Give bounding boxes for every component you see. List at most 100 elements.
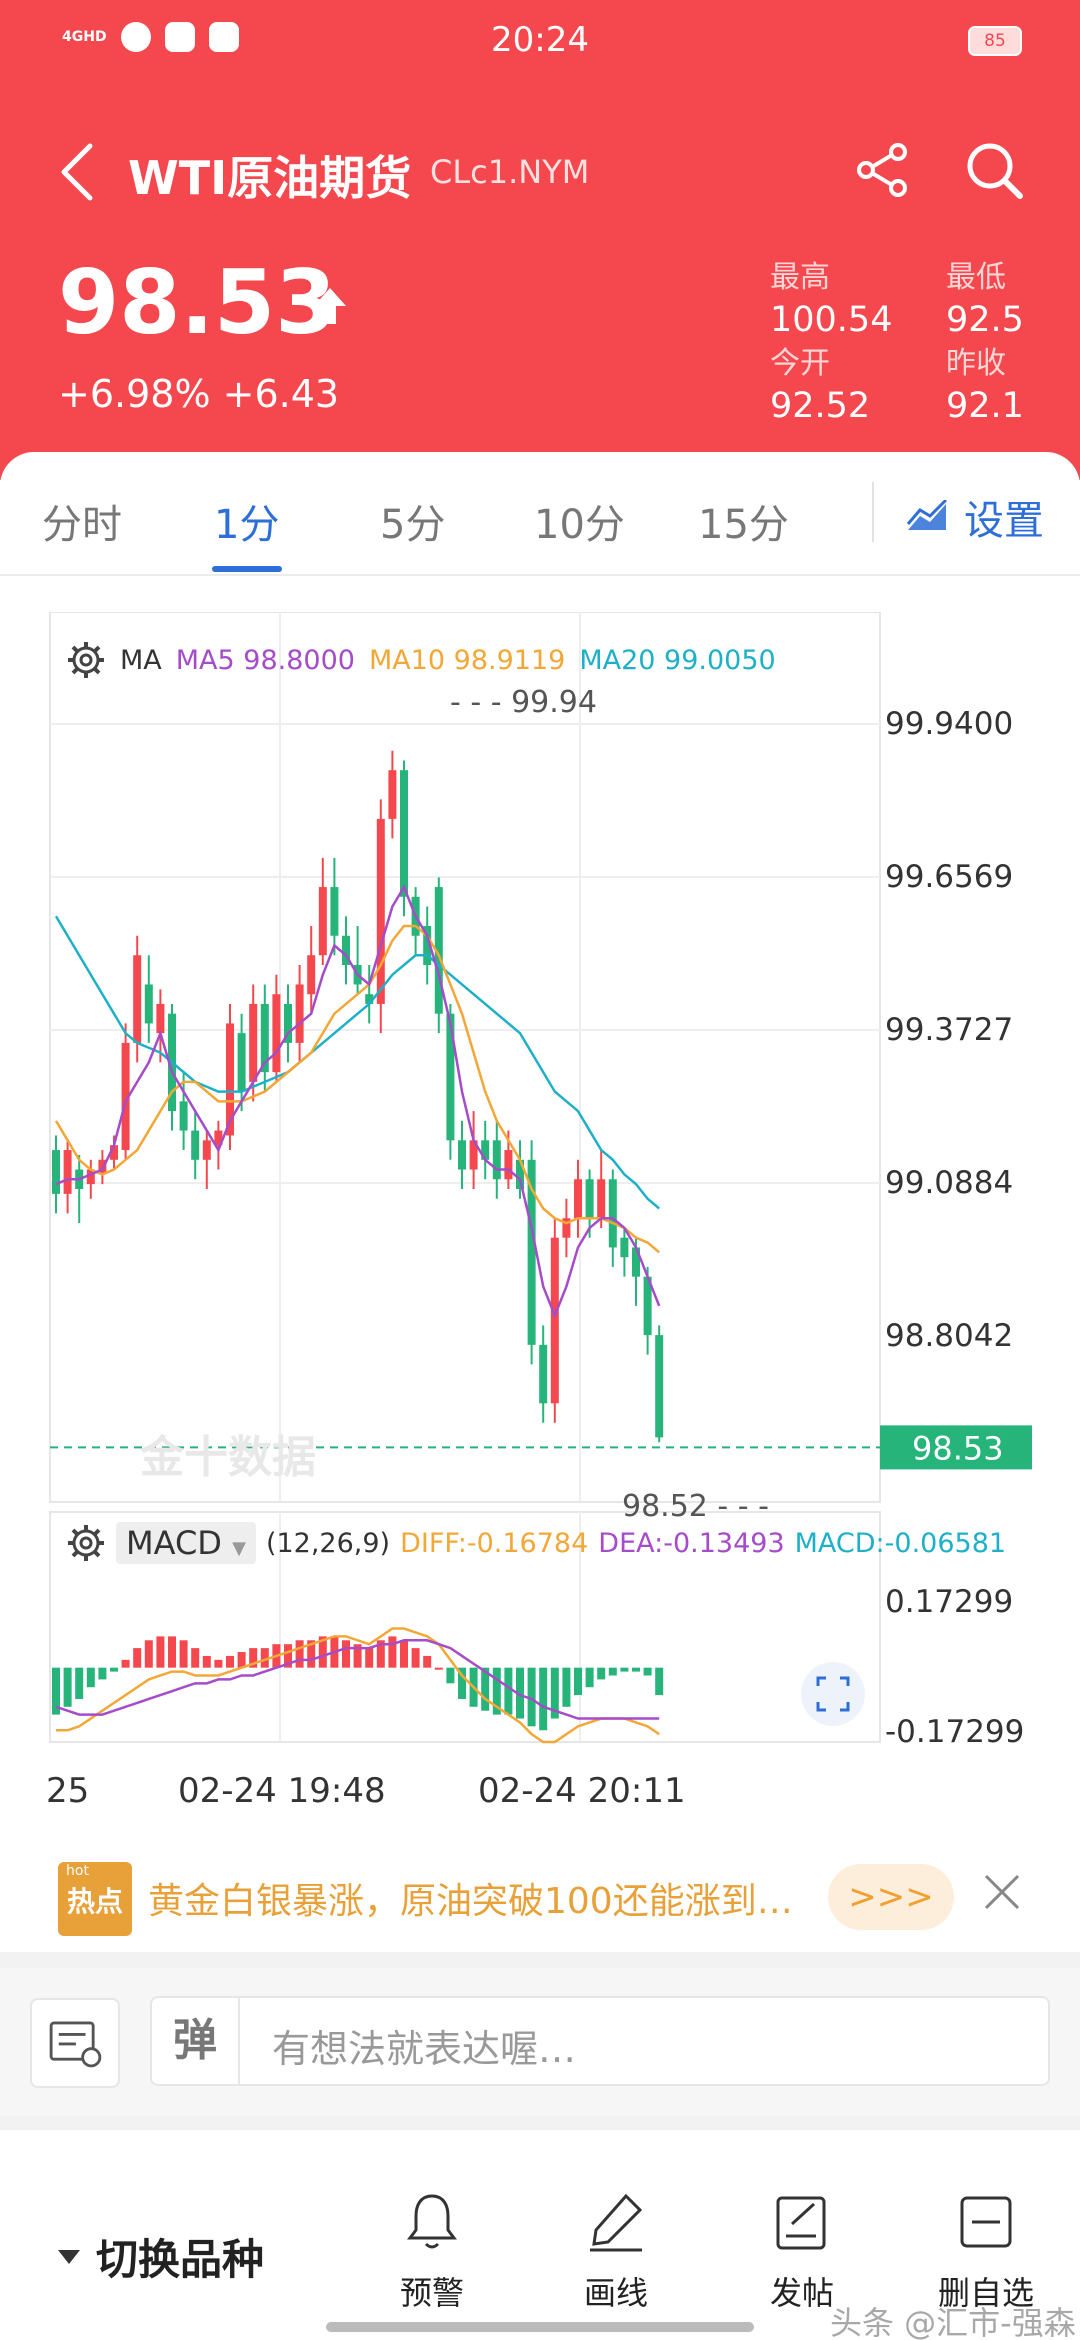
macd-bar	[318, 1636, 327, 1668]
macd-bar	[608, 1667, 617, 1676]
stat-open: 今开 92.52	[770, 344, 920, 428]
close-icon[interactable]	[982, 1872, 1022, 1912]
macd-bar	[179, 1640, 188, 1668]
candle-body	[342, 935, 350, 965]
macd-bar	[214, 1659, 223, 1668]
y-tick-label: 99.6569	[885, 859, 1013, 895]
candle-body	[585, 1179, 594, 1219]
candle-body	[214, 1130, 223, 1146]
macd-bar	[620, 1667, 629, 1672]
tab-15min[interactable]: 15分	[698, 502, 789, 548]
ma10-value: MA10 98.9119	[368, 644, 566, 676]
ma20-line	[54, 915, 661, 1210]
x-tick-label: 02-24 20:11	[478, 1771, 686, 1811]
macd-bar	[585, 1667, 594, 1688]
chart-settings-icon	[906, 500, 948, 530]
tab-1min[interactable]: 1分	[214, 502, 280, 548]
comment-list-icon	[49, 2021, 102, 2068]
macd-bar	[365, 1648, 374, 1668]
hot-badge-tag: hot	[66, 1863, 89, 1879]
candle-body	[156, 1003, 165, 1034]
candle-body	[307, 955, 316, 995]
candle-body	[318, 887, 327, 956]
candle-body	[144, 984, 153, 1024]
candle-body	[504, 1150, 513, 1180]
gear-icon[interactable]	[66, 640, 106, 680]
macd-bar	[458, 1667, 466, 1699]
high-price-label: - - - 99.94	[450, 685, 597, 720]
candle-body	[388, 770, 397, 819]
minus-box-icon	[960, 2196, 1012, 2248]
comment-input[interactable]: 弹 有想法就表达喔…	[150, 1996, 1050, 2086]
home-indicator[interactable]	[326, 2322, 754, 2332]
macd-panel-frame	[49, 1511, 881, 1743]
candle-body	[400, 770, 408, 897]
gear-icon[interactable]	[66, 1523, 106, 1563]
candle-body	[376, 818, 385, 1004]
network-indicator: 4GHD	[62, 29, 107, 45]
stat-label: 今开	[770, 346, 830, 381]
kline-chart[interactable]: 99.9400 99.6569 99.3727 99.0884 98.8042 - - -…	[0, 570, 1080, 1942]
tab-10min[interactable]: 10分	[534, 502, 625, 548]
macd-diff: DIFF:-0.16784	[400, 1527, 589, 1559]
battery-icon: 85	[968, 26, 1022, 56]
macd-bar	[353, 1644, 362, 1668]
macd-bar	[388, 1636, 397, 1668]
fullscreen-icon-bg	[801, 1662, 865, 1726]
stat-value: 92.52	[770, 386, 871, 426]
back-arrow-icon[interactable]	[56, 140, 100, 204]
candle-body	[330, 887, 339, 936]
macd-panel	[52, 1627, 664, 1744]
macd-bar	[423, 1655, 432, 1668]
candle-body	[597, 1179, 606, 1219]
moving-average-lines	[54, 884, 661, 1320]
candle-body	[481, 1140, 490, 1160]
tab-timeshare[interactable]: 分时	[42, 502, 122, 548]
candle-body	[574, 1179, 582, 1219]
last-price: 98.53	[58, 251, 337, 354]
share-icon[interactable]	[852, 140, 912, 200]
period-tabs: 分时 1分 5分 10分 15分 设置	[0, 452, 1080, 576]
y-tick-label: 99.3727	[885, 1012, 1013, 1048]
switch-instrument-button[interactable]: 切换品种	[58, 2226, 264, 2287]
indicator-selector[interactable]: MACD ▼	[116, 1522, 256, 1564]
stat-high: 最高 100.54	[770, 258, 920, 342]
chevron-down-icon: ▼	[232, 1538, 246, 1559]
candle-body	[446, 1013, 455, 1141]
draw-line-label: 画线	[583, 2274, 648, 2312]
kline-chart-area[interactable]: 99.9400 99.6569 99.3727 99.0884 98.8042 - - -…	[0, 570, 1080, 1942]
macd-bar	[75, 1667, 84, 1699]
fullscreen-icon	[801, 1662, 865, 1726]
remove-watchlist-button[interactable]: 删自选	[926, 2190, 1046, 2314]
status-bar: 4GHD 20:24 85	[0, 0, 1080, 84]
macd-bar	[574, 1667, 582, 1696]
y-tick-label: 99.0884	[885, 1165, 1013, 1201]
divider	[0, 2116, 1080, 2130]
post-button[interactable]: 发帖	[742, 2190, 862, 2314]
candle-body	[260, 1003, 269, 1073]
comment-list-button[interactable]	[30, 1998, 120, 2088]
alert-button[interactable]: 预警	[372, 2190, 492, 2314]
danmaku-icon[interactable]: 弹	[152, 1998, 240, 2084]
macd-bar	[237, 1652, 246, 1668]
hot-news-bar[interactable]: hot 热点 黄金白银暴涨，原油突破100还能涨到哪… >>>	[0, 1842, 1080, 1952]
draw-line-button[interactable]: 画线	[556, 2190, 676, 2314]
edit-icon	[776, 2196, 826, 2250]
candle-body	[516, 1159, 524, 1190]
price-up-arrow-icon	[314, 288, 346, 324]
chart-settings-button[interactable]: 设置	[906, 488, 1044, 546]
tab-5min[interactable]: 5分	[380, 502, 446, 548]
macd-bar	[527, 1667, 536, 1727]
candle-body	[226, 1023, 234, 1136]
search-icon[interactable]	[962, 138, 1026, 202]
news-headline[interactable]: 黄金白银暴涨，原油突破100还能涨到哪…	[148, 1881, 824, 1922]
stat-label: 最高	[770, 260, 830, 295]
macd-bar	[110, 1667, 118, 1672]
macd-bar	[411, 1648, 420, 1668]
news-more-button[interactable]: >>>	[828, 1864, 954, 1930]
candle-body	[272, 994, 281, 1073]
macd-legend: MACD ▼ (12,26,9) DIFF:-0.16784 DEA:-0.13…	[66, 1522, 1006, 1564]
macd-bar	[643, 1667, 652, 1676]
stat-value: 92.5	[946, 300, 1024, 340]
macd-bar	[133, 1648, 142, 1668]
